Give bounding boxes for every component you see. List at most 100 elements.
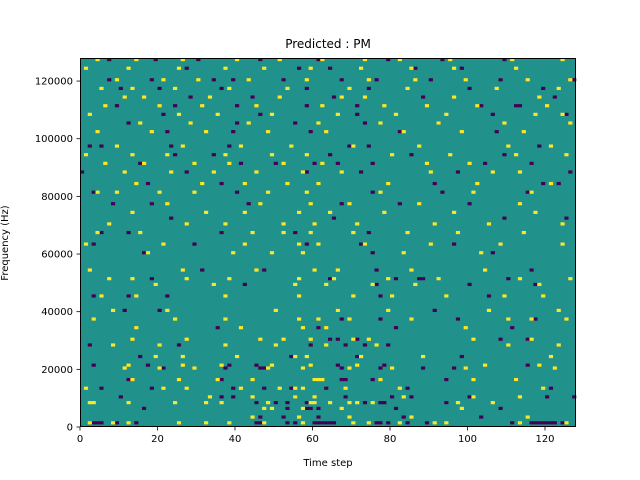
heatmap-cell-high [463, 78, 468, 82]
heatmap-cell-high [421, 354, 426, 359]
heatmap-cell-high [448, 153, 453, 157]
heatmap-cell-high [99, 294, 104, 298]
heatmap-cell-high [95, 190, 100, 194]
heatmap-cell-low [502, 216, 507, 220]
heatmap-cell-low [138, 161, 143, 165]
heatmap-cell-high [351, 294, 356, 298]
heatmap-cell-low [153, 58, 158, 62]
heatmap-cell-high [95, 130, 100, 134]
heatmap-cell-high [188, 121, 193, 125]
heatmap-cell-high [204, 401, 209, 405]
heatmap-cell-low [413, 66, 418, 70]
heatmap-cell-high [297, 242, 302, 246]
heatmap-cell-low [533, 421, 538, 425]
heatmap-cell-high [533, 112, 538, 116]
heatmap-cell-low [235, 121, 240, 125]
heatmap-cell-low [529, 268, 534, 272]
heatmap-cell-low [409, 153, 414, 157]
heatmap-cell-low [231, 130, 236, 134]
heatmap-cell-low [331, 95, 337, 99]
heatmap-cell-high [351, 421, 356, 425]
heatmap-cell-low [397, 130, 402, 134]
heatmap-cell-low [370, 161, 375, 165]
heatmap-cell-low [308, 130, 313, 134]
heatmap-cell-high [145, 251, 151, 255]
heatmap-cell-high [297, 317, 302, 321]
heatmap-cell-high [359, 354, 364, 359]
heatmap-cell-low [176, 343, 182, 347]
heatmap-cell-low [366, 230, 371, 235]
heatmap-cell-high [273, 343, 278, 347]
heatmap-cell-low [114, 421, 120, 425]
heatmap-cell-high [176, 377, 182, 382]
heatmap-cell-high [378, 190, 383, 194]
heatmap-cell-low [254, 421, 259, 425]
heatmap-cell-high [560, 58, 565, 62]
heatmap-cell-high [184, 386, 189, 390]
heatmap-cell-high [138, 121, 143, 125]
heatmap-cell-high [277, 95, 282, 99]
heatmap-cell-high [297, 294, 302, 298]
heatmap-cell-low [529, 421, 534, 425]
heatmap-cell-high [568, 78, 573, 82]
heatmap-cell-low [564, 216, 569, 220]
heatmap-cell-low [215, 326, 220, 330]
heatmap-cell-low [258, 415, 263, 419]
heatmap-cell-low [510, 421, 515, 425]
heatmap-cell-low [479, 415, 484, 419]
heatmap-cell-low [506, 277, 511, 281]
heatmap-cell-low [165, 130, 170, 134]
heatmap-cell-low [397, 202, 402, 206]
heatmap-cell-high [455, 401, 461, 405]
heatmap-cell-low [362, 121, 368, 125]
heatmap-cell-high [184, 222, 189, 226]
heatmap-cell-low [91, 242, 96, 246]
heatmap-cell-low [339, 202, 344, 206]
heatmap-cell-high [308, 401, 313, 405]
heatmap-cell-high [223, 294, 228, 298]
heatmap-cell-low [378, 294, 383, 298]
heatmap-cell-low [111, 202, 116, 206]
heatmap-cell-high [266, 190, 271, 194]
heatmap-cell-low [165, 294, 170, 298]
heatmap-cell-high [424, 161, 430, 165]
heatmap-cell-high [180, 58, 185, 62]
heatmap-cell-high [498, 242, 503, 246]
heatmap-cell-high [483, 363, 488, 367]
heatmap-cell-low [455, 170, 461, 174]
heatmap-cell-low [91, 363, 96, 367]
heatmap-cell-high [517, 170, 523, 174]
heatmap-cell-low [99, 144, 104, 148]
heatmap-cell-high [564, 153, 569, 157]
heatmap-cell-high [114, 78, 120, 82]
y-tick-label: 120000 [35, 77, 73, 88]
heatmap-cell-high [401, 130, 406, 134]
heatmap-cell-high [382, 210, 387, 214]
heatmap-cell-high [227, 421, 232, 425]
heatmap-cell-high [347, 202, 352, 206]
heatmap-cell-low [486, 294, 492, 298]
heatmap-cell-low [157, 308, 162, 312]
heatmap-cell-high [238, 144, 244, 148]
heatmap-cell-high [397, 386, 402, 390]
heatmap-cell-high [432, 421, 437, 425]
heatmap-cell-high [250, 230, 255, 235]
heatmap-cell-high [529, 190, 534, 194]
heatmap-cell-low [293, 121, 298, 125]
heatmap-cell-high [95, 230, 100, 235]
heatmap-cell-high [300, 251, 306, 255]
heatmap-cell-high [320, 161, 325, 165]
heatmap-cell-high [316, 317, 321, 321]
heatmap-cell-high [529, 317, 534, 321]
heatmap-cell-high [238, 326, 244, 330]
heatmap-cell-high [452, 210, 457, 214]
heatmap-cell-high [308, 337, 313, 341]
heatmap-cell-high [331, 277, 337, 281]
y-axis-label: Frequency (Hz) [0, 205, 11, 281]
heatmap-cell-high [312, 401, 317, 405]
heatmap-cell-high [568, 277, 573, 281]
heatmap-cell-high [122, 366, 127, 370]
heatmap-cell-low [324, 386, 329, 390]
heatmap-cell-high [95, 58, 100, 62]
heatmap-cell-high [87, 421, 92, 425]
